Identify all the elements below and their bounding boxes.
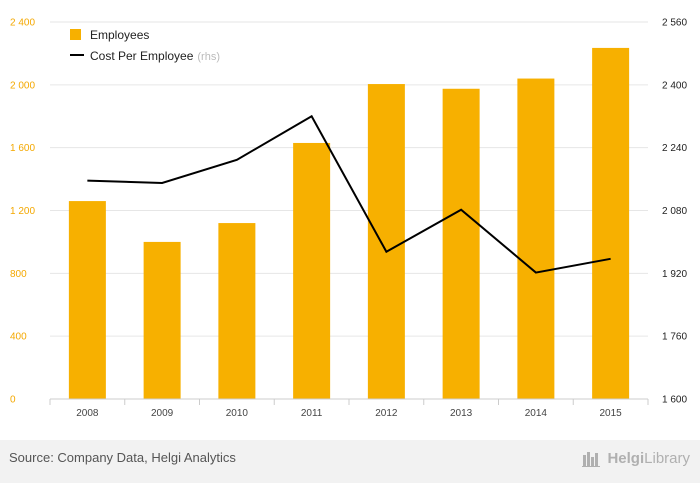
x-tick-label: 2015 [600,408,623,419]
bar [143,241,181,399]
helgi-library-logo[interactable]: HelgiLibrary [582,449,690,467]
bar [517,78,555,400]
x-tick-label: 2009 [151,408,174,419]
y-left-tick-label: 0 [10,395,16,406]
legend: Employees Cost Per Employee (rhs) [70,28,220,63]
x-tick-label: 2011 [301,408,323,419]
bar [442,88,480,400]
x-tick-label: 2014 [525,408,548,419]
bar [218,223,256,399]
bar [68,201,106,399]
y-right-tick-label: 1 760 [662,332,687,343]
y-left-tick-label: 1 200 [10,206,35,217]
bar [592,47,630,399]
y-right-tick-label: 2 560 [662,18,687,29]
brand-name-prefix: Helgi [607,449,645,467]
brand-name-suffix: Library [644,449,690,467]
source-note: Source: Company Data, Helgi Analytics [9,450,236,465]
x-tick-label: 2010 [226,408,249,419]
y-right-tick-label: 1 920 [662,269,687,280]
legend-label-employees: Employees [90,28,149,42]
y-right-tick-label: 2 240 [662,143,687,154]
footer: Source: Company Data, Helgi Analytics He… [0,440,700,483]
legend-label-cost-per-employee: Cost Per Employee (rhs) [90,49,220,63]
y-left-tick-label: 2 000 [10,80,35,91]
y-right-tick-label: 1 600 [662,395,687,406]
line-path [87,114,611,274]
gridlines [50,21,648,337]
y-left-tick-label: 800 [10,269,27,280]
y-right-tick-label: 2 080 [662,206,687,217]
y-left-tick-label: 400 [10,332,27,343]
legend-label-rhs-suffix: (rhs) [197,51,220,63]
y-left-tick-label: 2 400 [10,18,35,29]
y-right-tick-label: 2 400 [662,80,687,91]
y-left-tick-label: 1 600 [10,143,35,154]
axes: 0 1 600 400 1 760 800 1 920 1 200 2 080 1 600 2 2… [10,18,687,420]
x-tick-label: 2013 [450,408,473,419]
bar-series-employees [68,47,630,400]
library-icon [582,452,601,467]
bar [367,84,405,400]
legend-swatch-employees [70,29,81,40]
brand-name: HelgiLibrary [607,450,690,467]
bar [293,142,331,399]
x-tick-label: 2012 [375,408,398,419]
chart: 0 1 600 400 1 760 800 1 920 1 200 2 080 1 600 2 2… [10,18,687,420]
line-series-cost-per-employee [87,114,611,274]
legend-label-cost-per-employee-name: Cost Per Employee [90,49,194,63]
x-tick-label: 2008 [76,408,99,419]
